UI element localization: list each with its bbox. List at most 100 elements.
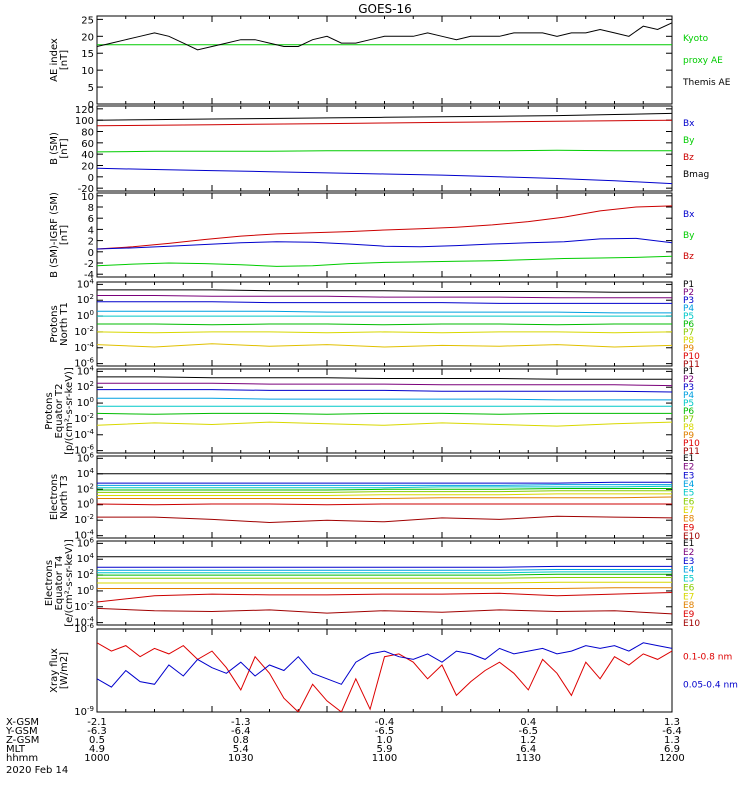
- y-axis-label-en: Electrons: [49, 474, 60, 520]
- series-line-pn-p1: [97, 289, 672, 293]
- panel-frame-en: [96, 455, 673, 539]
- series-line-bigrf-bx: [97, 237, 672, 250]
- x-axis-tick-label: 0.5: [89, 735, 105, 746]
- legend-entry-ee: E9: [683, 610, 695, 620]
- series-line-pe-p4: [97, 397, 672, 401]
- y-tick-label-pn: 102: [77, 293, 94, 306]
- legend-entry-xray: 0.1-0.8 nm: [683, 653, 732, 663]
- y-axis-label-pe: Protons: [44, 392, 55, 429]
- series-line-pn-p4: [97, 310, 672, 314]
- panel-frame-bsm: [96, 105, 673, 192]
- series-line-ee-e7: [97, 581, 672, 584]
- series-line-en-e9: [97, 503, 672, 506]
- series-line-en-e10: [97, 515, 672, 524]
- y-tick-label-pe: 100: [77, 396, 94, 409]
- x-axis-tick-label: 0.8: [233, 735, 249, 746]
- y-tick-label-bigrf: 0: [88, 248, 94, 259]
- x-axis-tick-label: -0.4: [375, 717, 395, 728]
- panel-frame-pe: [96, 368, 673, 454]
- series-line-en-e5: [97, 488, 672, 491]
- y-tick-label-ee: 100: [77, 584, 94, 597]
- legend-entry-pe: P9: [683, 431, 694, 441]
- y-tick-label-xray: 10-6: [74, 622, 94, 635]
- y-tick-label-bigrf: 10: [81, 192, 94, 203]
- legend-entry-xray: 0.05-0.4 nm: [683, 680, 738, 690]
- y-tick-label-bigrf: 8: [88, 203, 94, 214]
- panel-frame-ae: [96, 15, 673, 105]
- y-axis-label-bsm: B (SM): [49, 132, 60, 165]
- y-tick-label-bsm: 100: [75, 116, 94, 127]
- legend-entry-pe: P1: [683, 367, 694, 377]
- y-axis-label-ee: Electrons: [44, 560, 55, 606]
- x-axis-tick-label: 4.9: [89, 744, 105, 755]
- legend-entry-pe: P11: [683, 447, 700, 457]
- legend-entry-en: E1: [683, 454, 694, 464]
- y-tick-label-pe: 10-4: [74, 428, 94, 441]
- x-axis-tick-label: 1.0: [377, 735, 393, 746]
- y-tick-label-pn: 104: [77, 277, 95, 290]
- x-axis-tick-label: 5.9: [377, 744, 393, 755]
- legend-entry-pe: P8: [683, 423, 694, 433]
- y-tick-label-ae: 15: [81, 49, 94, 60]
- y-axis-label-ae: [nT]: [59, 50, 70, 70]
- series-line-bigrf-by: [97, 255, 672, 267]
- legend-entry-bigrf: By: [683, 231, 695, 241]
- series-line-en-e2: [97, 481, 672, 484]
- series-line-ae-themis-ae: [97, 22, 672, 51]
- y-tick-label-ee: 106: [77, 536, 95, 549]
- series-line-pe-p3: [97, 389, 672, 393]
- y-tick-label-ae: 10: [81, 66, 94, 77]
- y-tick-label-bsm: 60: [81, 139, 94, 150]
- legend-entry-pn: P8: [683, 336, 694, 346]
- series-line-ee-e9: [97, 592, 672, 603]
- series-line-bsm-bmag: [97, 112, 672, 121]
- y-tick-label-pe: 10-2: [74, 412, 94, 425]
- y-tick-label-ee: 10-4: [74, 616, 94, 629]
- x-axis-tick-label: -6.4: [231, 726, 251, 737]
- legend-entry-pn: P6: [683, 320, 694, 330]
- x-axis-tick-label: 1.3: [664, 735, 680, 746]
- panel-frame-bigrf: [96, 192, 673, 278]
- x-axis-tick-label: 1.3: [664, 717, 680, 728]
- y-tick-label-en: 106: [77, 451, 95, 464]
- series-line-xray-0-05-0-4-nm: [97, 642, 672, 688]
- y-tick-label-ae: 25: [81, 15, 94, 26]
- legend-entry-ee: E10: [683, 619, 700, 629]
- series-line-pe-p2: [97, 382, 672, 387]
- chart-title: GOES-16: [358, 2, 412, 16]
- legend-entry-en: E5: [683, 489, 694, 499]
- y-tick-label-ae: 5: [88, 83, 94, 94]
- x-axis-tick-label: -2.1: [87, 717, 107, 728]
- x-axis-row-label: Z-GSM: [6, 735, 39, 746]
- x-axis-tick-label: 1100: [372, 753, 397, 764]
- y-tick-label-pe: 10-6: [74, 444, 94, 457]
- footer-date: 2020 Feb 14: [6, 765, 68, 776]
- legend-entry-en: E3: [683, 471, 694, 481]
- x-axis-tick-label: 1130: [516, 753, 541, 764]
- legend-entry-ee: E1: [683, 539, 694, 549]
- y-tick-label-bsm: 120: [75, 105, 94, 116]
- y-tick-label-en: 10-2: [74, 513, 94, 526]
- legend-entry-ee: E4: [683, 566, 695, 576]
- legend-entry-en: E6: [683, 497, 695, 507]
- y-tick-label-bigrf: 2: [88, 237, 94, 248]
- series-line-en-e8: [97, 496, 672, 499]
- series-line-pn-p2: [97, 295, 672, 299]
- series-line-pn-p6: [97, 323, 672, 326]
- x-axis-tick-label: -6.4: [662, 726, 682, 737]
- legend-entry-bsm: Bz: [683, 153, 694, 163]
- y-axis-label-pe: Equator T2: [54, 384, 65, 439]
- legend-entry-pn: P1: [683, 280, 694, 290]
- y-tick-label-en: 100: [77, 498, 94, 511]
- legend-entry-en: E8: [683, 515, 695, 525]
- y-tick-label-ae: 0: [88, 100, 94, 111]
- x-axis-row-label: Y-GSM: [5, 726, 38, 737]
- y-axis-label-xray: [W/m2]: [59, 652, 70, 689]
- y-tick-label-pe: 104: [77, 364, 95, 377]
- legend-entry-pn: P7: [683, 328, 694, 338]
- series-line-ee-e10: [97, 607, 672, 615]
- y-axis-label-ee: Equator T4: [54, 556, 65, 611]
- series-line-pn-p8: [97, 343, 672, 348]
